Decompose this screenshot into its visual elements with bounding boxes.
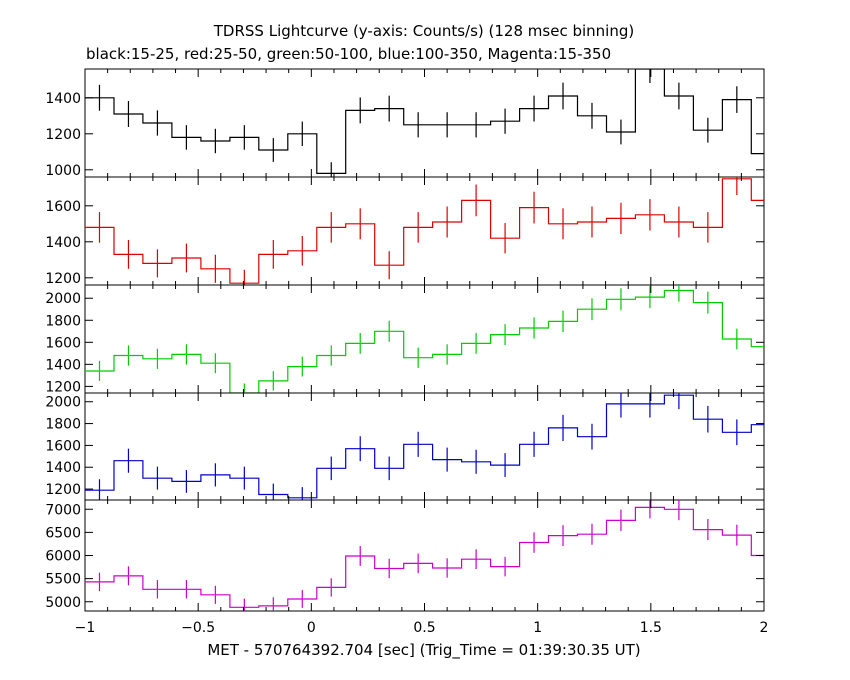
chart-title: TDRSS Lightcurve (y-axis: Counts/s) (128… [213, 22, 634, 40]
y-tick-label: 7000 [45, 502, 81, 518]
x-axis: −1 −0.5 0 0.5 1 1.5 2 [75, 620, 769, 636]
y-tick-label: 1800 [45, 313, 81, 329]
panel-1: 1000 1200 1400 [45, 68, 765, 179]
panel-data [85, 285, 764, 393]
x-tick-label: 1 [533, 620, 542, 636]
y-tick-label: 5000 [45, 595, 81, 611]
series-step-line [85, 289, 764, 393]
y-tick-label: 1200 [45, 482, 81, 498]
panel-4: 1200 1400 1600 1800 2000 [45, 392, 765, 501]
panels-group: 1000 1200 1400 1200 1400 1600 1200 1400 1600 1800… [45, 68, 765, 612]
y-tick-label: 1200 [45, 379, 81, 395]
panel-5: 5000 5500 6000 6500 7000 [45, 499, 765, 612]
y-tick-label: 1600 [45, 335, 81, 351]
y-tick-label: 1400 [45, 460, 81, 476]
chart-subtitle: black:15-25, red:25-50, green:50-100, bl… [86, 45, 611, 63]
panel-data [85, 393, 764, 500]
panel-frame [84, 284, 765, 394]
series-step-line [85, 178, 764, 284]
x-tick-label: −1 [75, 620, 96, 636]
y-tick-label: 5500 [45, 572, 81, 588]
y-tick-label: 6000 [45, 549, 81, 565]
y-tick-label: 1400 [45, 357, 81, 373]
x-tick-label: 0 [307, 620, 316, 636]
series-step-line [85, 69, 764, 174]
y-tick-label: 1600 [45, 199, 81, 215]
y-tick-label: 1400 [45, 235, 81, 251]
panel-data [85, 69, 764, 177]
panel-frame [84, 68, 765, 178]
panel-data [85, 177, 764, 285]
panel-3: 1200 1400 1600 1800 2000 [45, 284, 765, 395]
y-tick-label: 1200 [45, 271, 81, 287]
panel-data [85, 500, 764, 611]
y-tick-label: 1000 [45, 163, 81, 179]
y-tick-label: 2000 [45, 291, 81, 307]
series-step-line [85, 394, 764, 499]
y-tick-label: 1400 [45, 91, 81, 107]
y-tick-label: 6500 [45, 525, 81, 541]
y-tick-label: 2000 [45, 395, 81, 411]
y-tick-label: 1200 [45, 127, 81, 143]
x-tick-label: −0.5 [181, 620, 215, 636]
x-tick-label: 2 [760, 620, 769, 636]
x-axis-label: MET - 570764392.704 [sec] (Trig_Time = 0… [207, 641, 640, 660]
x-tick-label: 1.5 [640, 620, 662, 636]
y-tick-label: 1600 [45, 438, 81, 454]
x-tick-label: 0.5 [413, 620, 435, 636]
panel-2: 1200 1400 1600 [45, 176, 765, 287]
series-step-line [85, 506, 764, 608]
y-tick-label: 1800 [45, 417, 81, 433]
